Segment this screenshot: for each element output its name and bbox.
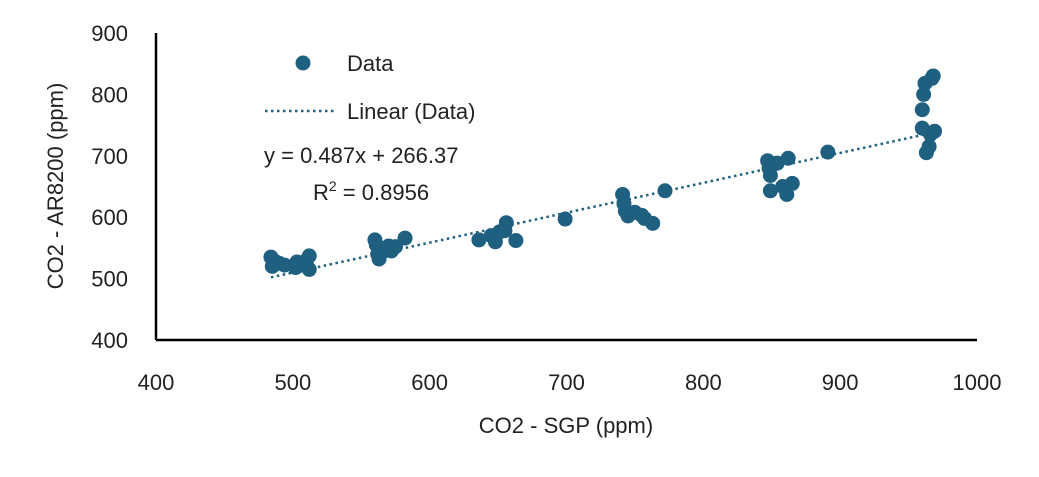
y-tick-label: 900 — [91, 21, 128, 46]
data-point — [301, 261, 317, 277]
x-tick-labels: 400 500 600 700 800 900 1000 — [138, 370, 1002, 395]
y-tick-label: 800 — [91, 82, 128, 107]
data-point — [498, 215, 514, 231]
x-tick-label: 400 — [138, 370, 175, 395]
data-point — [397, 230, 413, 246]
r-squared-superscript: 2 — [329, 178, 337, 194]
x-tick-label: 800 — [685, 370, 722, 395]
y-tick-label: 700 — [91, 144, 128, 169]
data-point — [780, 150, 796, 166]
legend-data-marker — [295, 55, 311, 71]
r-squared-value: = 0.8956 — [337, 180, 429, 205]
data-point — [762, 167, 778, 183]
y-tick-label: 500 — [91, 267, 128, 292]
data-point — [471, 232, 487, 248]
y-tick-label: 600 — [91, 205, 128, 230]
trendline-equation: y = 0.487x + 266.37 — [264, 143, 459, 168]
x-tick-label: 900 — [822, 370, 859, 395]
x-tick-label: 600 — [411, 370, 448, 395]
data-point — [657, 183, 673, 199]
y-tick-labels: 400 500 600 700 800 900 — [91, 21, 128, 353]
data-point — [779, 186, 795, 202]
y-tick-label: 400 — [91, 328, 128, 353]
x-axis-title: CO2 - SGP (ppm) — [479, 413, 653, 438]
data-point — [762, 183, 778, 199]
legend-trendline-label: Linear (Data) — [347, 99, 475, 124]
x-tick-label: 500 — [274, 370, 311, 395]
data-point — [387, 239, 403, 255]
data-point — [557, 211, 573, 227]
x-tick-label: 700 — [548, 370, 585, 395]
x-tick-label: 1000 — [953, 370, 1002, 395]
r-squared-prefix: R — [313, 180, 329, 205]
y-axis-title: CO2 - AR8200 (ppm) — [43, 83, 68, 290]
data-point — [301, 248, 317, 264]
legend: Data Linear (Data) — [265, 51, 475, 124]
data-points — [263, 68, 943, 277]
data-point — [927, 123, 943, 139]
data-point — [925, 68, 941, 84]
data-point — [645, 215, 661, 231]
data-point — [784, 175, 800, 191]
data-point — [508, 233, 524, 249]
data-point — [921, 139, 937, 155]
legend-data-label: Data — [347, 51, 394, 76]
data-point — [914, 102, 930, 118]
r-squared-label: R2 = 0.8956 — [313, 178, 429, 205]
data-point — [916, 86, 932, 102]
data-point — [820, 144, 836, 160]
